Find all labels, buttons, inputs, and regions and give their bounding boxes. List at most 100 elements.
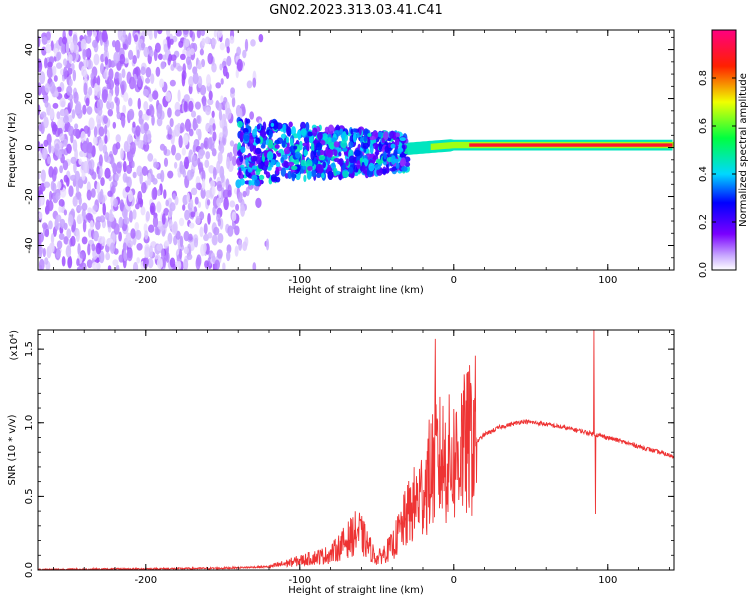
noise-blob <box>157 53 163 60</box>
noise-blob <box>183 230 190 242</box>
noise-blob <box>163 207 170 216</box>
noise-blob <box>61 256 66 267</box>
noise-blob <box>122 43 127 50</box>
noise-blob <box>224 37 230 49</box>
noise-blob <box>38 152 42 160</box>
colorbar: 0.0 0.2 0.4 0.6 0.8 Normalized spectral ampl… <box>698 29 749 278</box>
noise-blob <box>199 48 204 56</box>
noise-blob <box>219 63 223 71</box>
signal-blob <box>352 132 357 143</box>
noise-blob <box>163 145 168 156</box>
noise-blob <box>86 259 93 269</box>
noise-blob <box>137 139 144 149</box>
noise-blob <box>258 33 264 43</box>
noise-blob <box>52 65 57 76</box>
noise-blob <box>44 82 51 93</box>
noise-blob <box>242 49 247 59</box>
noise-blob <box>207 52 213 65</box>
noise-blob <box>113 223 120 235</box>
noise-blob <box>255 197 262 209</box>
noise-blob <box>43 181 51 188</box>
noise-blob <box>212 166 217 180</box>
noise-blob <box>163 43 168 53</box>
noise-blob <box>114 84 120 97</box>
noise-blob <box>216 249 223 259</box>
signal-blob <box>310 142 315 153</box>
noise-blob <box>175 230 181 240</box>
signal-blob <box>240 146 246 154</box>
noise-blob <box>212 206 216 216</box>
noise-blob <box>207 213 211 225</box>
noise-blob <box>220 95 224 103</box>
noise-blob <box>188 100 194 112</box>
noise-blob <box>55 248 61 259</box>
noise-blob <box>123 216 130 225</box>
noise-blob <box>38 249 43 259</box>
signal-blob <box>281 140 286 148</box>
signal-blob <box>268 129 273 139</box>
noise-blob <box>122 160 127 173</box>
noise-blob <box>175 152 182 161</box>
noise-blob <box>73 91 79 104</box>
snr-y-tick-label: 1.5 <box>24 341 35 357</box>
noise-blob <box>49 81 56 94</box>
signal-blob <box>321 133 329 140</box>
noise-blob <box>118 254 124 263</box>
signal-blob <box>274 144 280 149</box>
noise-blob <box>206 199 211 206</box>
spectrogram-y-tick-label: -20 <box>24 188 35 204</box>
signal-blob <box>318 154 326 161</box>
noise-blob <box>182 134 189 146</box>
noise-blob <box>151 114 155 126</box>
noise-blob <box>82 219 87 233</box>
noise-blob <box>183 258 189 270</box>
noise-blob <box>92 204 98 211</box>
noise-blob <box>126 248 133 262</box>
noise-blob <box>89 159 95 170</box>
figure-title: GN02.2023.313.03.41.C41 <box>269 3 443 18</box>
noise-blob <box>59 97 66 108</box>
noise-blob <box>175 30 182 37</box>
noise-blob <box>119 53 126 65</box>
signal-blob <box>265 171 271 179</box>
signal-blob <box>362 142 369 150</box>
noise-blob <box>160 61 166 70</box>
noise-blob <box>161 213 166 225</box>
signal-blob <box>310 150 315 161</box>
noise-blob <box>68 185 74 197</box>
signal-blob <box>288 121 293 128</box>
signal-blob <box>295 164 301 172</box>
noise-blob <box>200 142 204 151</box>
noise-blob <box>212 131 217 142</box>
noise-blob <box>95 242 102 255</box>
signal-blob <box>313 157 317 164</box>
noise-blob <box>113 51 120 64</box>
noise-blob <box>183 100 188 113</box>
noise-blob <box>156 107 163 120</box>
noise-blob <box>193 237 199 248</box>
noise-blob <box>127 240 134 248</box>
noise-blob <box>67 255 73 268</box>
noise-blob <box>265 238 270 251</box>
noise-blob <box>93 53 100 66</box>
signal-blob <box>290 165 298 171</box>
noise-blob <box>171 144 176 156</box>
spectrogram-y-ticks: -40 -20 0 20 40 <box>24 36 674 271</box>
signal-blob <box>267 166 272 171</box>
signal-blob <box>356 159 361 170</box>
signal-blob <box>320 172 325 179</box>
noise-blob <box>192 71 199 85</box>
noise-blob <box>231 211 237 222</box>
signal-blob <box>239 154 244 163</box>
signal-blob <box>282 123 287 134</box>
noise-blob <box>72 195 78 207</box>
noise-blob <box>145 211 150 222</box>
noise-blob <box>154 226 160 236</box>
noise-blob <box>127 49 134 60</box>
noise-blob <box>244 38 249 52</box>
noise-blob <box>111 40 116 48</box>
signal-blob <box>341 147 348 152</box>
signal-blob <box>307 165 313 171</box>
noise-blob <box>200 30 206 37</box>
signal-blob <box>395 162 400 169</box>
